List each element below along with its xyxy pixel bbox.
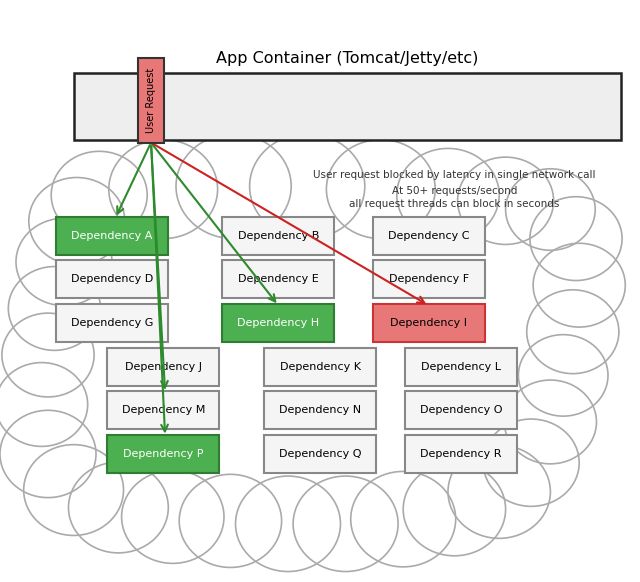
Text: Dependency L: Dependency L: [421, 361, 500, 372]
Circle shape: [0, 363, 88, 446]
Circle shape: [483, 419, 579, 506]
Text: Dependency B: Dependency B: [237, 230, 319, 241]
Text: Dependency R: Dependency R: [420, 449, 502, 459]
Text: Dependency E: Dependency E: [238, 274, 319, 285]
Circle shape: [504, 380, 596, 464]
FancyBboxPatch shape: [404, 392, 517, 430]
FancyBboxPatch shape: [372, 217, 485, 255]
Circle shape: [68, 462, 168, 553]
Circle shape: [2, 313, 94, 397]
Circle shape: [397, 148, 499, 242]
Circle shape: [530, 197, 622, 281]
FancyBboxPatch shape: [264, 392, 376, 430]
FancyBboxPatch shape: [138, 58, 164, 143]
Text: Dependency K: Dependency K: [280, 361, 360, 372]
Text: Dependency N: Dependency N: [279, 405, 361, 416]
Text: Dependency P: Dependency P: [123, 449, 204, 459]
Circle shape: [16, 218, 112, 306]
FancyBboxPatch shape: [372, 304, 485, 342]
Text: At 50+ requests/second: At 50+ requests/second: [392, 186, 517, 196]
Text: Dependency G: Dependency G: [71, 318, 153, 328]
Text: all request threads can block in seconds: all request threads can block in seconds: [349, 198, 559, 209]
FancyBboxPatch shape: [223, 304, 334, 342]
Circle shape: [236, 476, 340, 572]
Circle shape: [122, 470, 224, 563]
Text: Dependency I: Dependency I: [390, 318, 467, 328]
FancyBboxPatch shape: [74, 73, 621, 140]
Circle shape: [96, 146, 544, 553]
Circle shape: [527, 290, 619, 374]
FancyBboxPatch shape: [223, 261, 334, 299]
FancyBboxPatch shape: [404, 435, 517, 473]
Circle shape: [8, 267, 100, 350]
Circle shape: [518, 335, 608, 416]
FancyBboxPatch shape: [264, 348, 376, 386]
FancyBboxPatch shape: [404, 348, 517, 386]
Circle shape: [293, 476, 398, 572]
Circle shape: [351, 471, 456, 567]
Circle shape: [64, 233, 384, 524]
Text: Dependency C: Dependency C: [388, 230, 470, 241]
Text: App Container (Tomcat/Jetty/etc): App Container (Tomcat/Jetty/etc): [216, 51, 478, 66]
Text: Dependency D: Dependency D: [71, 274, 153, 285]
Text: Dependency F: Dependency F: [388, 274, 469, 285]
Circle shape: [51, 151, 147, 239]
FancyBboxPatch shape: [372, 261, 485, 299]
Text: Dependency O: Dependency O: [420, 405, 502, 416]
Circle shape: [458, 157, 554, 244]
Text: Dependency A: Dependency A: [71, 230, 153, 241]
FancyBboxPatch shape: [56, 217, 168, 255]
Text: Dependency Q: Dependency Q: [279, 449, 361, 459]
Circle shape: [533, 243, 625, 327]
FancyBboxPatch shape: [107, 348, 219, 386]
Text: User request blocked by latency in single network call: User request blocked by latency in singl…: [313, 169, 596, 180]
Circle shape: [506, 169, 595, 250]
FancyBboxPatch shape: [223, 217, 334, 255]
Circle shape: [109, 140, 218, 239]
Circle shape: [29, 178, 125, 265]
Text: User Request: User Request: [146, 68, 156, 133]
Circle shape: [448, 445, 550, 538]
Circle shape: [176, 134, 291, 239]
Circle shape: [24, 445, 124, 535]
Circle shape: [250, 134, 365, 239]
FancyBboxPatch shape: [107, 392, 219, 430]
FancyBboxPatch shape: [56, 304, 168, 342]
Circle shape: [0, 410, 96, 498]
Text: Dependency J: Dependency J: [125, 361, 202, 372]
FancyBboxPatch shape: [56, 261, 168, 299]
Circle shape: [403, 463, 506, 556]
Text: Dependency H: Dependency H: [237, 318, 319, 328]
Circle shape: [326, 140, 435, 239]
Circle shape: [179, 474, 282, 567]
Circle shape: [262, 239, 570, 518]
FancyBboxPatch shape: [107, 435, 219, 473]
Text: Dependency M: Dependency M: [122, 405, 205, 416]
FancyBboxPatch shape: [264, 435, 376, 473]
